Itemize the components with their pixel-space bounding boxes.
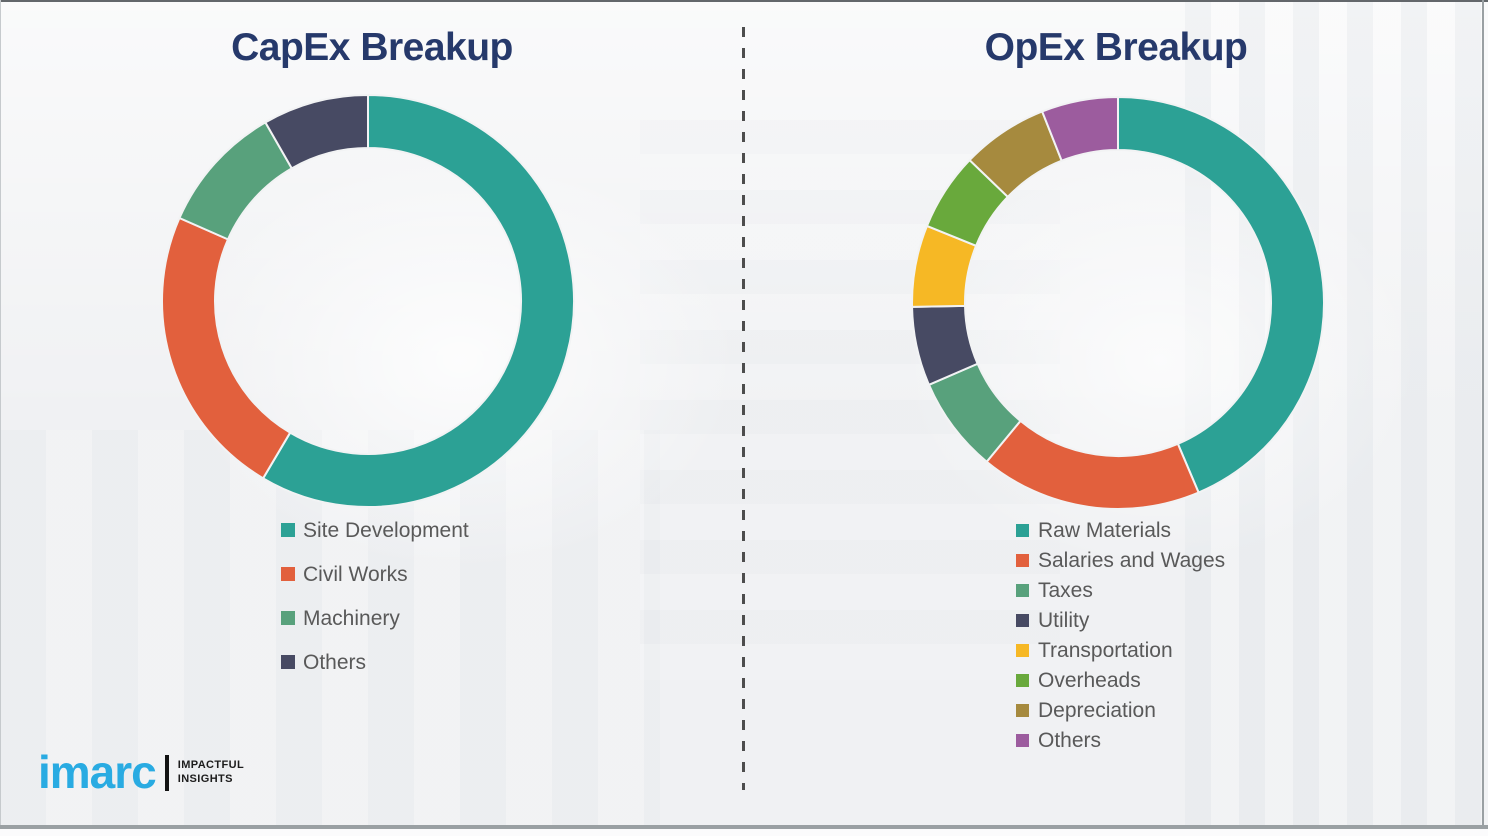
- donut-segment-site-development: [261, 93, 575, 508]
- capex-title: CapEx Breakup: [231, 26, 513, 69]
- legend-label: Others: [303, 650, 367, 674]
- legend-label: Others: [1038, 728, 1102, 752]
- capex-legend: Site Development Civil Works Machinery Othe…: [281, 508, 469, 684]
- legend-label: Machinery: [303, 606, 400, 630]
- legend-label: Raw Materials: [1038, 518, 1172, 542]
- logo-tagline-line2: INSIGHTS: [177, 772, 233, 785]
- dashed-divider: [742, 27, 745, 790]
- left-edge: [0, 0, 1, 829]
- legend-swatch-icon: [1016, 583, 1029, 597]
- bottom-edge-white: [0, 829, 1488, 836]
- legend-swatch-icon: [1016, 703, 1029, 717]
- legend-item-site-development: Site Development: [281, 508, 469, 552]
- legend-label: Taxes: [1038, 578, 1093, 602]
- donut-segment-others: [1040, 95, 1119, 163]
- capex-donut-chart: [161, 93, 575, 508]
- donut-segment-salaries-and-wages: [985, 419, 1200, 511]
- donut-segment-civil-works: [161, 216, 292, 480]
- legend-label: Transportation: [1038, 638, 1173, 662]
- legend-item-salaries-and-wages: Salaries and Wages: [1016, 545, 1225, 575]
- legend-label: Salaries and Wages: [1038, 548, 1226, 572]
- legend-item-civil-works: Civil Works: [281, 552, 469, 596]
- logo-divider-bar: [164, 754, 169, 791]
- opex-title: OpEx Breakup: [984, 26, 1248, 69]
- legend-swatch-icon: [281, 655, 295, 669]
- legend-item-overheads: Overheads: [1016, 665, 1225, 695]
- donut-segment-raw-materials: [1117, 95, 1325, 494]
- legend-item-others: Others: [1016, 725, 1225, 755]
- donut-segment-others: [264, 93, 369, 170]
- bottom-edge-strip: [0, 825, 1488, 829]
- legend-item-taxes: Taxes: [1016, 575, 1225, 605]
- legend-swatch-icon: [1016, 733, 1029, 747]
- legend-swatch-icon: [1016, 673, 1029, 687]
- legend-label: Depreciation: [1038, 698, 1156, 722]
- imarc-wordmark: imarc: [38, 746, 157, 798]
- legend-item-others: Others: [281, 640, 469, 684]
- legend-swatch-icon: [1016, 613, 1029, 627]
- logo-tagline: IMPACTFUL INSIGHTS: [178, 759, 244, 787]
- legend-swatch-icon: [1016, 523, 1029, 537]
- legend-label: Site Development: [303, 518, 469, 542]
- opex-donut-chart: [911, 95, 1325, 511]
- legend-item-depreciation: Depreciation: [1016, 695, 1225, 725]
- legend-swatch-icon: [1016, 553, 1029, 567]
- logo-tagline-line1: IMPACTFUL: [177, 758, 245, 771]
- legend-swatch-icon: [281, 523, 295, 537]
- legend-item-machinery: Machinery: [281, 596, 469, 640]
- legend-label: Overheads: [1038, 668, 1141, 692]
- legend-item-transportation: Transportation: [1016, 635, 1225, 665]
- legend-swatch-icon: [281, 611, 295, 625]
- legend-item-raw-materials: Raw Materials: [1016, 515, 1225, 545]
- opex-legend: Raw Materials Salaries and Wages Taxes Util…: [1016, 515, 1225, 755]
- legend-swatch-icon: [281, 567, 295, 581]
- legend-item-utility: Utility: [1016, 605, 1225, 635]
- legend-swatch-icon: [1016, 643, 1029, 657]
- imarc-logo: imarc IMPACTFUL INSIGHTS: [38, 749, 244, 796]
- top-edge: [0, 0, 1488, 2]
- legend-label: Civil Works: [303, 562, 408, 586]
- legend-label: Utility: [1038, 608, 1090, 632]
- right-edge: [1482, 0, 1484, 829]
